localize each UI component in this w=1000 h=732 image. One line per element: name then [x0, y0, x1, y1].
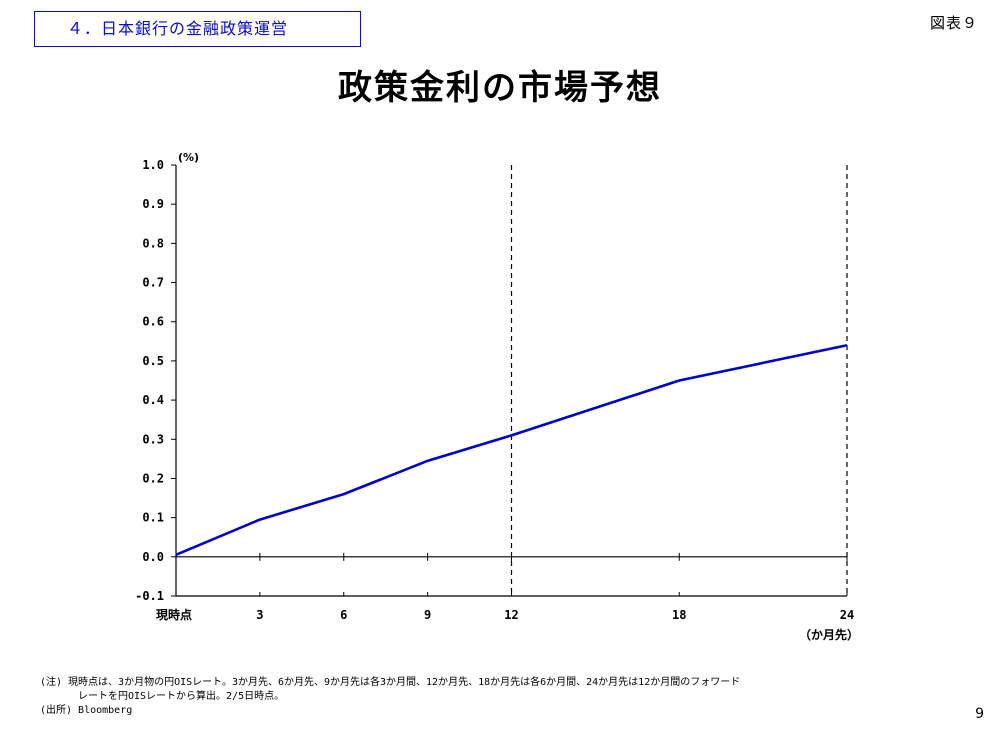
x-tick-label: 18 — [672, 608, 686, 622]
y-tick-label: 0.0 — [142, 550, 164, 564]
note-line-2: レートを円OISレートから算出。2/5日時点。 — [78, 691, 285, 702]
y-tick-label: 0.8 — [142, 236, 164, 250]
y-tick-label: 0.7 — [142, 276, 164, 290]
note-line-1: (注) 現時点は、3か月物の円OISレート。3か月先、6か月先、9か月先は各3か… — [40, 677, 741, 688]
line-chart: -0.1 0.0 0.1 0.2 0.3 0.4 0.5 0.6 0.7 0.8 0.9 1.0 (%)… — [135, 151, 859, 642]
x-tick-label: 3 — [256, 608, 263, 622]
page-number: 9 — [975, 706, 984, 722]
y-tick-label: 0.2 — [142, 471, 164, 485]
chart-title: 政策金利の市場予想 — [338, 68, 662, 108]
y-tick-label: 0.6 — [142, 315, 164, 329]
x-tick-label: 12 — [504, 608, 518, 622]
tick-labels: -0.1 0.0 0.1 0.2 0.3 0.4 0.5 0.6 0.7 0.8 0.9 1.0 (%)… — [135, 151, 859, 642]
y-tick-label: 0.1 — [142, 511, 164, 525]
chart-axes — [171, 164, 848, 597]
section-label: ４．日本銀行の金融政策運営 — [34, 11, 361, 47]
y-tick-label: 0.9 — [142, 197, 164, 211]
x-tick-label: 現時点 — [156, 607, 192, 622]
footnote: (注) 現時点は、3か月物の円OISレート。3か月先、6か月先、9か月先は各3か… — [40, 676, 740, 718]
y-tick-label: 1.0 — [142, 158, 164, 172]
y-tick-label: -0.1 — [135, 589, 164, 603]
x-unit-label: （か月先） — [799, 627, 859, 642]
x-tick-label: 24 — [840, 608, 854, 622]
y-unit-label: (%) — [178, 151, 199, 164]
figure-label: 図表９ — [929, 14, 978, 32]
source-note: (出所) Bloomberg — [40, 705, 133, 716]
x-tick-label: 9 — [424, 608, 431, 622]
x-tick-label: 6 — [340, 608, 347, 622]
series-group — [175, 343, 848, 557]
y-tick-label: 0.3 — [142, 432, 164, 446]
y-tick-label: 0.5 — [142, 354, 164, 368]
y-tick-label: 0.4 — [142, 393, 164, 407]
